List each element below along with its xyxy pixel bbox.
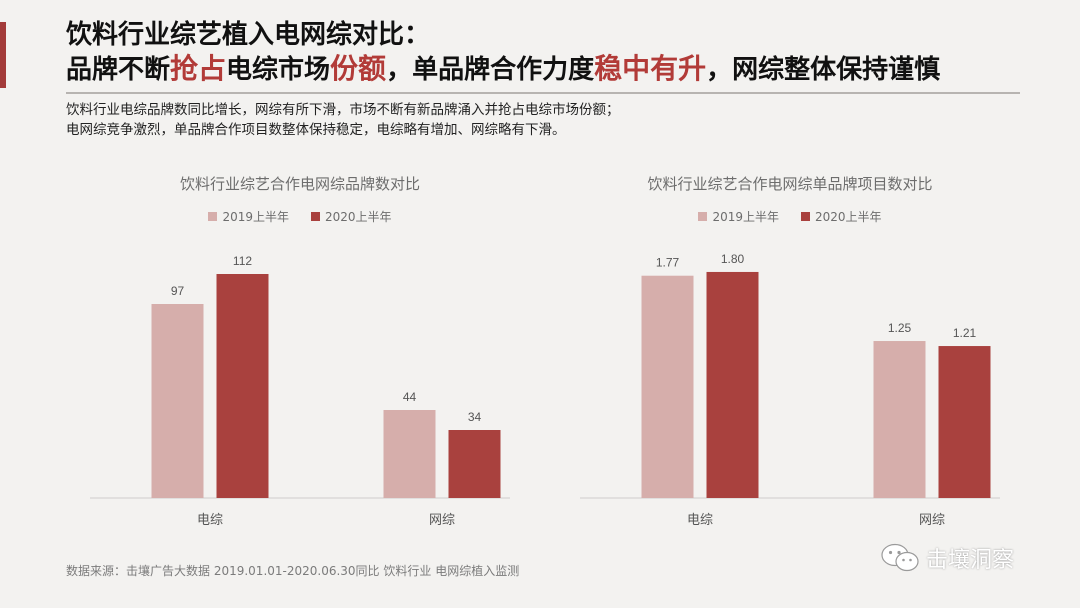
page-title: 饮料行业综艺植入电网综对比： 品牌不断抢占电综市场份额，单品牌合作力度稳中有升，… bbox=[66, 18, 1056, 87]
title-line-2: 品牌不断抢占电综市场份额，单品牌合作力度稳中有升，网综整体保持谨慎 bbox=[66, 52, 1056, 87]
chart-projects-per-brand-svg: 1.77 1.80 电综 1.25 1.21 网综 bbox=[580, 252, 1000, 528]
bar-2020-tv bbox=[706, 271, 759, 498]
x-tick-label: 网综 bbox=[919, 513, 945, 528]
legend-swatch-2019 bbox=[208, 212, 218, 221]
legend-swatch-2020 bbox=[801, 212, 810, 221]
chart-title: 饮料行业综艺合作电网综品牌数对比 bbox=[179, 175, 420, 193]
bar-2019-online bbox=[873, 341, 926, 498]
data-label: 97 bbox=[171, 284, 185, 298]
legend-label-2020: 2020上半年 bbox=[815, 210, 882, 224]
data-source-note: 数据来源：击壤广告大数据 2019.01.01-2020.06.30同比 饮料行… bbox=[66, 564, 520, 578]
data-label: 1.77 bbox=[656, 256, 680, 270]
data-label: 34 bbox=[468, 410, 482, 424]
summary-line-1: 饮料行业电综品牌数同比增长，网综有所下滑，市场不断有新品牌涌入并抢占电综市场份额… bbox=[66, 102, 620, 118]
x-tick-label: 电综 bbox=[687, 513, 713, 528]
title-accent-bar bbox=[0, 22, 6, 88]
watermark-text: 击壤洞察 bbox=[926, 548, 1015, 573]
bar-2019-tv bbox=[151, 304, 204, 498]
title-highlight: 抢占 bbox=[170, 52, 227, 85]
bar-2020-online bbox=[448, 430, 501, 498]
title-segment: 品牌不断 bbox=[66, 55, 171, 85]
title-segment: ，网综整体保持谨慎 bbox=[706, 55, 941, 85]
bar-2019-online bbox=[383, 410, 436, 498]
title-line-1: 饮料行业综艺植入电网综对比： bbox=[66, 20, 431, 50]
bar-2020-tv bbox=[216, 274, 269, 498]
legend-label-2019: 2019上半年 bbox=[222, 210, 289, 224]
legend-label-2020: 2020上半年 bbox=[325, 210, 392, 224]
summary-line-2: 电网综竞争激烈，单品牌合作项目数整体保持稳定，电综略有增加、网综略有下滑。 bbox=[66, 122, 566, 138]
title-segment: ，单品牌合作力度 bbox=[386, 55, 595, 85]
wechat-icon bbox=[881, 543, 919, 572]
legend-item-2020: 2020上半年 bbox=[311, 208, 392, 225]
data-label: 1.25 bbox=[888, 321, 912, 335]
data-label: 1.21 bbox=[953, 326, 977, 340]
bar-2020-online bbox=[938, 346, 991, 498]
title-divider bbox=[66, 92, 1020, 94]
bar-2019-tv bbox=[641, 275, 694, 498]
data-label: 112 bbox=[233, 254, 252, 268]
summary-text: 饮料行业电综品牌数同比增长，网综有所下滑，市场不断有新品牌涌入并抢占电综市场份额… bbox=[66, 100, 620, 140]
title-highlight: 份额 bbox=[330, 52, 387, 85]
legend-swatch-2019 bbox=[698, 212, 708, 221]
x-tick-label: 电综 bbox=[197, 513, 223, 528]
chart-projects-per-brand: 1.77 1.80 电综 1.25 1.21 网综 饮料行业综艺合作电网综单品牌项目数对比… bbox=[560, 168, 1020, 538]
chart-title: 饮料行业综艺合作电网综单品牌项目数对比 bbox=[647, 175, 933, 193]
title-highlight: 稳中有升 bbox=[594, 52, 707, 85]
data-label: 44 bbox=[403, 390, 417, 404]
watermark: 击壤洞察 bbox=[880, 542, 1014, 574]
data-label: 1.80 bbox=[721, 252, 745, 266]
legend-swatch-2020 bbox=[311, 212, 320, 221]
legend-item-2019: 2019上半年 bbox=[208, 208, 289, 225]
x-tick-label: 网综 bbox=[429, 513, 455, 528]
chart-brand-count: 97 112 电综 44 34 网综 饮料行业综艺合作电网综品牌数对比 2019上半年 2… bbox=[70, 168, 530, 538]
legend-label-2019: 2019上半年 bbox=[712, 210, 779, 224]
chart-legend: 2019上半年 2020上半年 bbox=[70, 208, 530, 225]
chart-legend: 2019上半年 2020上半年 bbox=[560, 208, 1020, 225]
title-segment: 电综市场 bbox=[226, 55, 331, 85]
chart-brand-count-svg: 97 112 电综 44 34 网综 bbox=[90, 254, 510, 528]
legend-item-2019: 2019上半年 bbox=[698, 208, 779, 225]
legend-item-2020: 2020上半年 bbox=[801, 208, 882, 225]
